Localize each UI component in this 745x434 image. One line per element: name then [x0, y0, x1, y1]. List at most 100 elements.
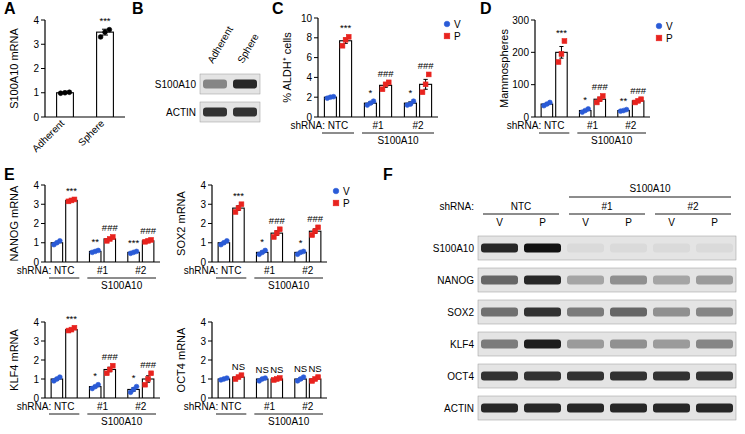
plot-area — [541, 39, 644, 117]
significance: ** — [620, 95, 628, 106]
point — [333, 200, 339, 206]
x-prefix: shRNA: — [184, 265, 218, 276]
band — [696, 372, 733, 381]
point — [149, 371, 154, 376]
band — [696, 276, 733, 285]
lane-label: V — [668, 217, 675, 228]
y-tick — [41, 341, 45, 342]
y-tick — [314, 57, 318, 58]
point — [149, 237, 154, 242]
y-tick — [208, 341, 212, 342]
lane-label: V — [582, 217, 589, 228]
figure: ABCDEF01234S100A10 mRNA***AdherentSphere… — [0, 0, 745, 434]
y-tick — [208, 379, 212, 380]
point — [656, 23, 662, 29]
category-label: #1 — [97, 265, 109, 276]
y-label: % ALDH⁺ cells — [281, 32, 293, 103]
group-label: S100A10 — [377, 135, 419, 146]
group-line — [87, 278, 156, 279]
point — [333, 188, 339, 194]
y-tick — [208, 322, 212, 323]
blot-strip — [478, 300, 736, 324]
point — [547, 100, 552, 105]
row-label: S100A10 — [155, 79, 197, 90]
error-bar — [559, 47, 563, 59]
blot-strip — [478, 364, 736, 388]
point — [58, 91, 63, 96]
point — [301, 375, 306, 380]
blot-strip — [478, 236, 736, 260]
x-prefix: shRNA: — [17, 265, 51, 276]
point — [411, 99, 416, 104]
band — [610, 308, 647, 317]
y-tick-label: 3 — [33, 199, 39, 210]
row-label: ACTIN — [166, 107, 196, 118]
y-tick-label: 1 — [33, 87, 39, 98]
group-label: S100A10 — [101, 416, 143, 427]
band — [696, 244, 733, 253]
y-tick-label: 2 — [200, 218, 206, 229]
point — [444, 21, 450, 27]
point — [316, 375, 321, 380]
point — [420, 90, 425, 95]
band — [524, 340, 561, 349]
point — [386, 80, 391, 85]
point — [586, 107, 591, 112]
significance: * — [369, 87, 373, 98]
bar — [380, 85, 392, 117]
band — [653, 372, 690, 381]
point — [331, 94, 336, 99]
y-tick — [208, 360, 212, 361]
header-label: S100A10 — [629, 183, 671, 194]
y-tick — [531, 84, 535, 85]
bar — [556, 52, 568, 117]
y-tick — [41, 204, 45, 205]
bar — [340, 41, 352, 117]
point — [371, 99, 376, 104]
group-line — [216, 278, 246, 279]
lane-label: P — [625, 217, 632, 228]
panel-label: E — [4, 166, 15, 183]
y-tick-label: 6 — [306, 52, 312, 63]
plot-area — [218, 373, 321, 398]
band — [481, 308, 518, 317]
bar — [309, 231, 321, 262]
significance: NS — [309, 363, 322, 374]
band — [696, 340, 733, 349]
blot-strip — [478, 396, 736, 420]
group-line — [362, 133, 434, 134]
significance: * — [299, 237, 303, 248]
y-tick-label: 1 — [33, 374, 39, 385]
category-label: #2 — [625, 120, 637, 131]
category-label: #1 — [264, 265, 276, 276]
category-label: NTC — [54, 265, 75, 276]
band — [653, 340, 690, 349]
band — [653, 276, 690, 285]
y-tick — [41, 92, 45, 93]
point — [423, 82, 428, 87]
y-tick — [314, 18, 318, 19]
significance: * — [93, 370, 97, 381]
plot-area — [51, 197, 154, 262]
y-tick-label: 4 — [33, 15, 39, 26]
band — [610, 244, 647, 253]
point — [263, 248, 268, 253]
y-tick-label: 3 — [33, 39, 39, 50]
point — [263, 376, 268, 381]
y-tick — [41, 262, 45, 263]
y-tick-label: 1 — [200, 374, 206, 385]
band — [567, 340, 604, 349]
group-line — [483, 214, 559, 215]
point — [239, 202, 244, 207]
category-label: NTC — [221, 401, 242, 412]
group-line — [539, 133, 569, 134]
group-label: S100A10 — [268, 416, 310, 427]
band — [696, 404, 733, 413]
point — [426, 72, 431, 77]
point — [239, 373, 244, 378]
point — [96, 248, 101, 253]
point — [63, 90, 68, 95]
significance: ### — [378, 68, 395, 79]
point — [143, 382, 148, 387]
band — [481, 404, 518, 413]
